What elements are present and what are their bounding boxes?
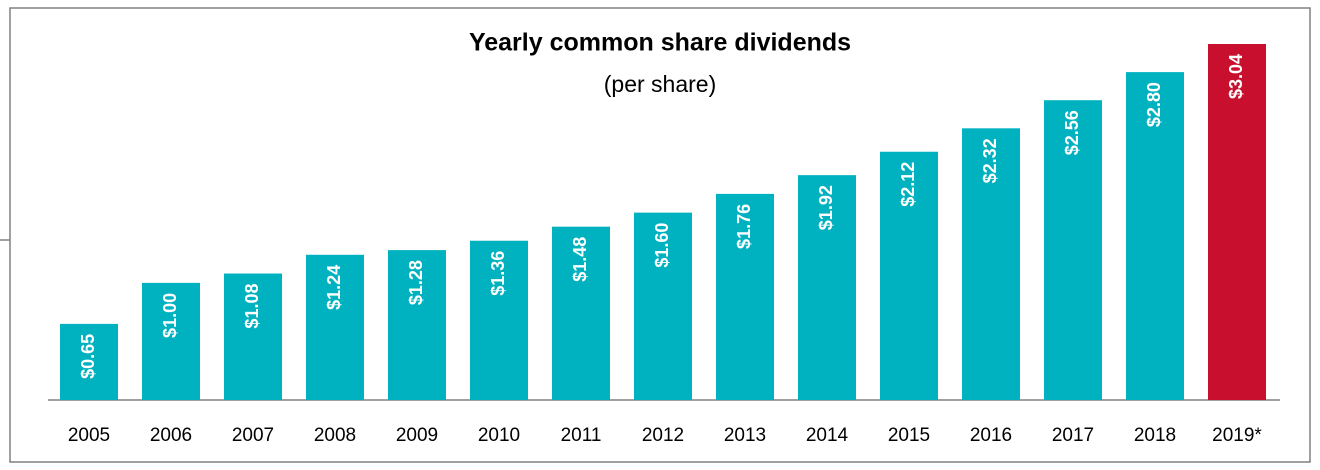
- value-label: $1.36: [488, 251, 508, 296]
- value-label: $2.32: [980, 138, 1000, 183]
- value-label: $3.04: [1226, 54, 1246, 99]
- x-tick-label: 2005: [68, 425, 110, 446]
- x-tick-label: 2009: [396, 425, 438, 446]
- x-tick-label: 2012: [642, 425, 684, 446]
- bar: [716, 193, 774, 400]
- bar: [224, 273, 282, 400]
- value-label: $1.00: [160, 293, 180, 338]
- value-label: $2.80: [1144, 82, 1164, 127]
- value-label: $1.24: [324, 265, 344, 310]
- x-tick-label: 2011: [561, 425, 602, 446]
- bar: [388, 250, 446, 400]
- value-label: $1.76: [734, 204, 754, 249]
- value-label: $2.12: [898, 162, 918, 207]
- x-tick-label: 2007: [232, 425, 274, 446]
- x-tick-label: 2015: [888, 425, 930, 446]
- value-label: $1.28: [406, 260, 426, 305]
- x-tick-label: 2016: [970, 425, 1012, 446]
- x-tick-label: 2014: [806, 425, 849, 446]
- bar: [634, 212, 692, 400]
- x-tick-label: 2017: [1052, 425, 1094, 446]
- x-tick-label: 2019*: [1212, 425, 1262, 446]
- bar: [1126, 72, 1184, 401]
- value-label: $1.48: [570, 237, 590, 282]
- bar: [880, 151, 938, 400]
- bar: [1208, 44, 1266, 400]
- frame: [9, 7, 1311, 463]
- bar: [142, 282, 200, 400]
- value-label: $1.60: [652, 223, 672, 268]
- x-tick-label: 2018: [1134, 425, 1176, 446]
- value-label: $1.92: [816, 185, 836, 230]
- chart-title: Yearly common share dividends: [469, 29, 851, 57]
- bar: [470, 240, 528, 400]
- bar: [306, 254, 364, 400]
- chart-subtitle: (per share): [604, 71, 716, 97]
- bar: [962, 128, 1020, 400]
- bar: [1044, 100, 1102, 401]
- bar: [798, 175, 856, 400]
- x-tick-label: 2006: [150, 425, 192, 446]
- bar: [60, 323, 118, 400]
- bar: [552, 226, 610, 400]
- x-tick-label: 2013: [724, 425, 766, 446]
- value-label: $0.65: [78, 334, 98, 379]
- value-label: $2.56: [1062, 110, 1082, 155]
- x-tick-label: 2008: [314, 425, 356, 446]
- x-tick-label: 2010: [478, 425, 520, 446]
- value-label: $1.08: [242, 284, 262, 329]
